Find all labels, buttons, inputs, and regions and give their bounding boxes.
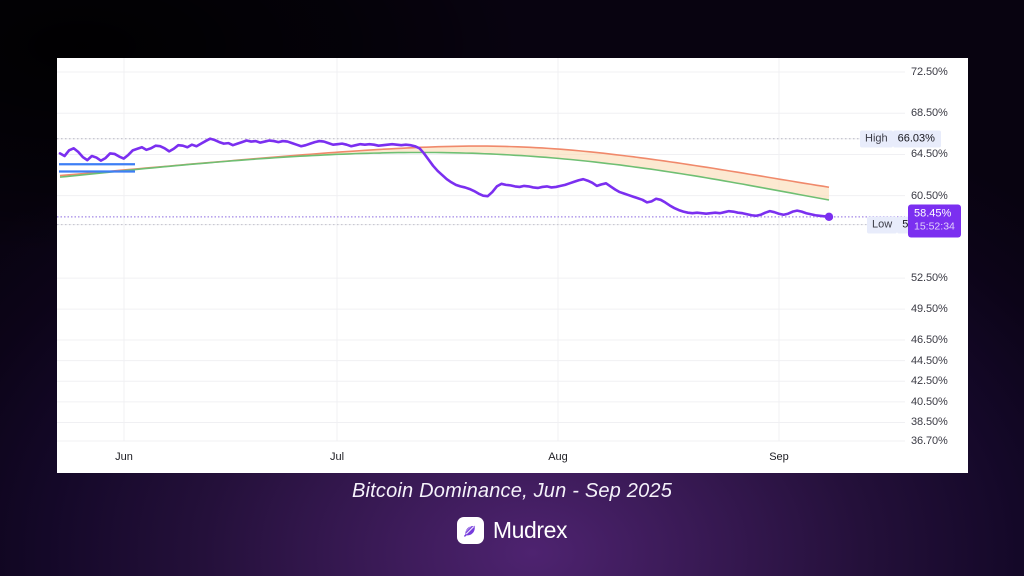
dominance-line <box>58 137 831 219</box>
y-axis-tick-label: 60.50% <box>911 189 948 202</box>
chart-plot-area[interactable]: Jun Jul Aug Sep <box>57 58 905 473</box>
y-axis-labels: 72.50% 68.50% 64.50% 60.50% 52.50% 49.50% 46.5… <box>905 58 968 473</box>
level-dotted-lines <box>57 138 905 226</box>
y-axis-tick-label: 68.50% <box>911 107 948 120</box>
vertical-gridlines <box>123 58 780 441</box>
y-axis-tick-label: 72.50% <box>911 66 948 78</box>
current-value-marker <box>824 212 834 222</box>
y-axis-tick-label: 40.50% <box>911 395 948 408</box>
current-value-badge: 58.45% 15:52:34 <box>908 204 961 238</box>
footer: Bitcoin Dominance, Jun - Sep 2025 Mudrex <box>0 480 1024 544</box>
x-axis-tick-label: Jul <box>329 451 345 463</box>
low-label: Low <box>867 216 898 234</box>
brand: Mudrex <box>0 517 1024 544</box>
brand-name: Mudrex <box>492 517 568 543</box>
y-axis-tick-label: 64.50% <box>911 148 948 161</box>
x-axis-tick-label: Aug <box>548 451 568 463</box>
page-title: Bitcoin Dominance, Jun - Sep 2025 <box>351 480 673 502</box>
y-axis-tick-label: 52.50% <box>911 272 948 285</box>
chart-card: Jun Jul Aug Sep 72.50% 68.50% 64.50% 60.50% 52.… <box>57 58 968 473</box>
current-time-text: 15:52:34 <box>914 220 955 233</box>
current-value-text: 58.45% <box>914 207 952 220</box>
high-label: High <box>860 130 893 148</box>
trend-band <box>59 145 830 201</box>
horizontal-gridlines <box>57 71 905 442</box>
y-axis-tick-label: 36.70% <box>911 435 948 447</box>
x-axis-tick-label: Jun <box>115 451 133 463</box>
blue-reference-lines <box>59 163 135 173</box>
chart-svg <box>57 58 905 442</box>
mudrex-feather-icon <box>456 517 484 544</box>
y-axis-tick-label: 49.50% <box>911 303 948 316</box>
y-axis-tick-label: 38.50% <box>911 416 948 429</box>
y-axis-tick-label: 46.50% <box>911 333 948 346</box>
y-axis-tick-label: 44.50% <box>911 354 948 367</box>
high-badge: High 66.03% <box>860 130 941 148</box>
high-value: 66.03% <box>892 130 941 148</box>
y-axis-tick-label: 42.50% <box>911 375 948 388</box>
x-axis-tick-label: Sep <box>769 451 789 463</box>
